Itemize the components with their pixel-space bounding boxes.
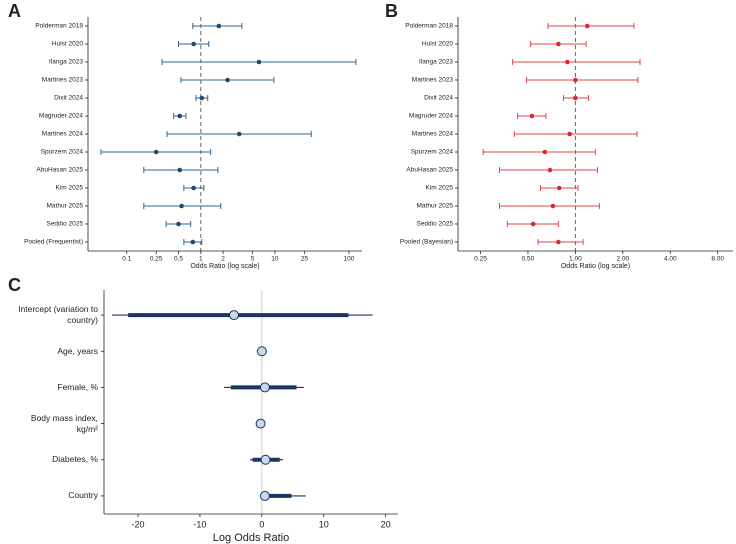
y-tick-label: Martines 2023 bbox=[42, 77, 84, 84]
point-estimate bbox=[255, 418, 266, 429]
x-tick-label: 20 bbox=[381, 519, 391, 529]
y-tick-label: Martines 2024 bbox=[412, 131, 454, 138]
x-tick-label: 0 bbox=[259, 519, 264, 529]
y-label-box: Country bbox=[68, 490, 98, 501]
point-estimate bbox=[556, 239, 561, 245]
y-tick-label: Female, % bbox=[57, 381, 98, 392]
x-tick-label: 10 bbox=[319, 519, 329, 529]
point-estimate bbox=[199, 95, 205, 101]
x-tick-label: 10 bbox=[271, 256, 279, 263]
x-tick-label: 2.00 bbox=[617, 256, 630, 263]
y-label-box: Intercept (variation to country) bbox=[18, 304, 98, 326]
x-axis-title: Odds Ratio (log scale) bbox=[561, 263, 630, 270]
y-tick-label: Seddio 2025 bbox=[416, 221, 453, 228]
point-estimate bbox=[584, 23, 590, 29]
y-tick-label: Age, years bbox=[57, 345, 98, 356]
y-tick-label: Dixit 2024 bbox=[54, 95, 83, 102]
point-estimate bbox=[542, 149, 548, 155]
x-tick-label: 0.1 bbox=[122, 256, 131, 263]
point-estimate bbox=[565, 59, 570, 65]
x-tick-label: 0.50 bbox=[522, 256, 535, 263]
y-tick-label: Ilanga 2023 bbox=[419, 59, 453, 66]
point-estimate bbox=[176, 221, 181, 227]
point-estimate bbox=[556, 41, 561, 47]
y-tick-label: Body mass index, kg/m² bbox=[30, 412, 98, 434]
point-estimate bbox=[236, 131, 242, 137]
point-estimate bbox=[530, 221, 536, 227]
y-tick-label: Martines 2024 bbox=[42, 131, 84, 138]
y-tick-label: Dixit 2024 bbox=[424, 95, 453, 102]
y-tick-label: Spurzem 2024 bbox=[41, 149, 84, 156]
point-estimate bbox=[153, 149, 159, 155]
point-estimate bbox=[256, 59, 262, 65]
x-tick-label: -10 bbox=[193, 519, 206, 529]
point-estimate bbox=[190, 239, 196, 245]
y-tick-label: Magruder 2024 bbox=[409, 113, 453, 120]
x-tick-label: 1.00 bbox=[569, 256, 582, 263]
y-tick-label: Pooled (Frequentist) bbox=[24, 239, 83, 246]
point-estimate bbox=[259, 490, 270, 501]
point-estimate bbox=[177, 167, 183, 173]
x-tick-label: 0.25 bbox=[474, 256, 487, 263]
panel-label: C bbox=[8, 275, 21, 295]
x-tick-label: 0.25 bbox=[150, 256, 163, 263]
y-tick-label: Hulst 2020 bbox=[52, 41, 83, 48]
y-tick-label: Pooled (Bayesian) bbox=[400, 239, 453, 246]
point-estimate bbox=[573, 77, 578, 83]
x-axis-title: Odds Ratio (log scale) bbox=[190, 263, 259, 270]
x-tick-label: 5 bbox=[251, 256, 255, 263]
point-estimate bbox=[191, 185, 196, 191]
point-estimate bbox=[228, 310, 239, 321]
y-label-box: Diabetes, % bbox=[52, 454, 98, 465]
x-tick-label: 4.00 bbox=[664, 256, 677, 263]
y-tick-label: AbuHasan 2025 bbox=[406, 167, 453, 174]
x-tick-label: 1 bbox=[199, 256, 203, 263]
y-tick-label: Country bbox=[68, 490, 98, 501]
y-tick-label: Spurzem 2024 bbox=[411, 149, 454, 156]
y-tick-label: Polderman 2018 bbox=[35, 23, 83, 30]
point-estimate bbox=[177, 113, 183, 119]
x-tick-label: 100 bbox=[344, 256, 355, 263]
point-estimate bbox=[556, 185, 562, 191]
x-tick-label: -20 bbox=[132, 519, 145, 529]
y-tick-label: Polderman 2018 bbox=[405, 23, 453, 30]
point-estimate bbox=[529, 113, 535, 119]
point-estimate bbox=[191, 41, 196, 47]
y-tick-label: Diabetes, % bbox=[52, 454, 98, 465]
y-tick-label: Ilanga 2023 bbox=[49, 59, 83, 66]
point-estimate bbox=[256, 346, 267, 357]
y-label-box: Age, years bbox=[57, 345, 98, 356]
x-tick-label: 8.00 bbox=[711, 256, 724, 263]
point-estimate bbox=[260, 454, 271, 465]
point-estimate bbox=[567, 131, 572, 137]
point-estimate bbox=[259, 382, 270, 393]
point-estimate bbox=[547, 167, 553, 173]
y-label-box: Body mass index, kg/m² bbox=[30, 412, 98, 434]
y-tick-label: Martines 2023 bbox=[412, 77, 454, 84]
y-tick-label: AbuHasan 2025 bbox=[36, 167, 83, 174]
y-tick-label: Intercept (variation to country) bbox=[18, 304, 98, 326]
y-tick-label: Magruder 2024 bbox=[39, 113, 83, 120]
panel-label: A bbox=[8, 1, 21, 21]
x-tick-label: 25 bbox=[301, 256, 309, 263]
y-tick-label: Kim 2025 bbox=[426, 185, 454, 192]
y-tick-label: Mathur 2025 bbox=[47, 203, 84, 210]
x-tick-label: 2 bbox=[221, 256, 225, 263]
point-estimate bbox=[179, 203, 184, 209]
x-tick-label: 0.5 bbox=[174, 256, 183, 263]
y-tick-label: Mathur 2025 bbox=[417, 203, 454, 210]
y-tick-label: Hulst 2020 bbox=[422, 41, 453, 48]
point-estimate bbox=[225, 77, 230, 83]
point-estimate bbox=[216, 23, 222, 29]
y-tick-label: Seddio 2025 bbox=[46, 221, 83, 228]
y-label-box: Female, % bbox=[57, 381, 98, 392]
y-tick-label: Kim 2025 bbox=[56, 185, 84, 192]
point-estimate bbox=[573, 95, 578, 101]
point-estimate bbox=[550, 203, 556, 209]
x-axis-title: Log Odds Ratio bbox=[213, 532, 289, 544]
panel-label: B bbox=[385, 1, 398, 21]
